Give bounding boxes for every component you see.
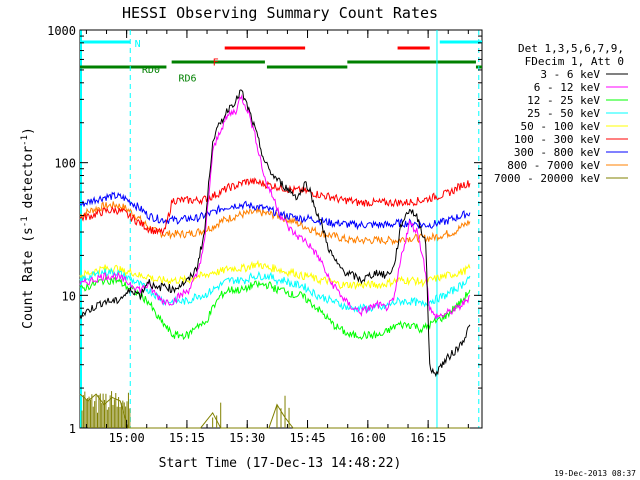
- legend-label-2: 12 - 25 keV: [527, 94, 600, 107]
- y-axis-label-part: Count Rate (s: [21, 227, 36, 329]
- series-line-4: [79, 259, 471, 291]
- chart-title: HESSI Observing Summary Count Rates: [122, 4, 438, 22]
- series-line-8: [79, 393, 470, 429]
- legend-label-0: 3 - 6 keV: [540, 68, 600, 81]
- annotation-rd6: RD6: [178, 73, 196, 84]
- annotations: N F RD0 RD6: [135, 39, 219, 84]
- observing-segments: [80, 30, 482, 428]
- y-axis-label-part: -1: [20, 135, 30, 146]
- legend-label-1: 6 - 12 keV: [534, 81, 601, 94]
- y-tick-label: 100: [54, 157, 76, 171]
- annotation-rd0: RD0: [142, 65, 160, 76]
- y-axis-label-part: -1: [20, 216, 30, 227]
- timestamp: 19-Dec-2013 08:37: [554, 469, 636, 478]
- x-tick-label: 15:00: [109, 431, 145, 445]
- x-axis-label: Start Time (17-Dec-13 14:48:22): [159, 456, 402, 471]
- annotation-n: N: [135, 39, 141, 50]
- legend-label-7: 800 - 7000 keV: [507, 159, 600, 172]
- plot-frame: [79, 29, 483, 429]
- y-tick-label: 1: [69, 422, 76, 436]
- legend-label-4: 50 - 100 keV: [521, 120, 601, 133]
- legend: Det 1,3,5,6,7,9,FDecim 1, Att 03 - 6 keV…: [494, 42, 628, 185]
- x-tick-label: 15:30: [229, 431, 265, 445]
- series-lines: [79, 89, 471, 429]
- y-tick-label: 1000: [47, 24, 76, 38]
- series-line-5: [79, 177, 471, 236]
- axes: 1 10 100 1000 15:00 15:15 15:30 15:45 16:00 16:15: [47, 24, 482, 445]
- legend-header: Det 1,3,5,6,7,9,: [518, 42, 624, 55]
- x-tick-label: 15:15: [169, 431, 205, 445]
- legend-header: FDecim 1, Att 0: [525, 55, 624, 68]
- annotation-f: F: [213, 57, 219, 68]
- y-tick-label: 10: [62, 289, 76, 303]
- legend-label-5: 100 - 300 keV: [514, 133, 600, 146]
- series-line-0: [79, 89, 471, 378]
- y-axis-label-part: ): [21, 127, 36, 135]
- legend-label-3: 25 - 50 keV: [527, 107, 600, 120]
- y-axis-label: Count Rate (s-1 detector-1): [20, 127, 36, 329]
- y-axis-label-part: detector: [21, 146, 36, 217]
- x-tick-label: 15:45: [289, 431, 325, 445]
- legend-label-6: 300 - 800 keV: [514, 146, 600, 159]
- series-line-6: [79, 191, 471, 231]
- x-tick-label: 16:00: [350, 431, 386, 445]
- legend-label-8: 7000 - 20000 keV: [494, 172, 600, 185]
- series-line-2: [79, 274, 471, 341]
- plot-area: [79, 29, 483, 429]
- x-tick-label: 16:15: [410, 431, 446, 445]
